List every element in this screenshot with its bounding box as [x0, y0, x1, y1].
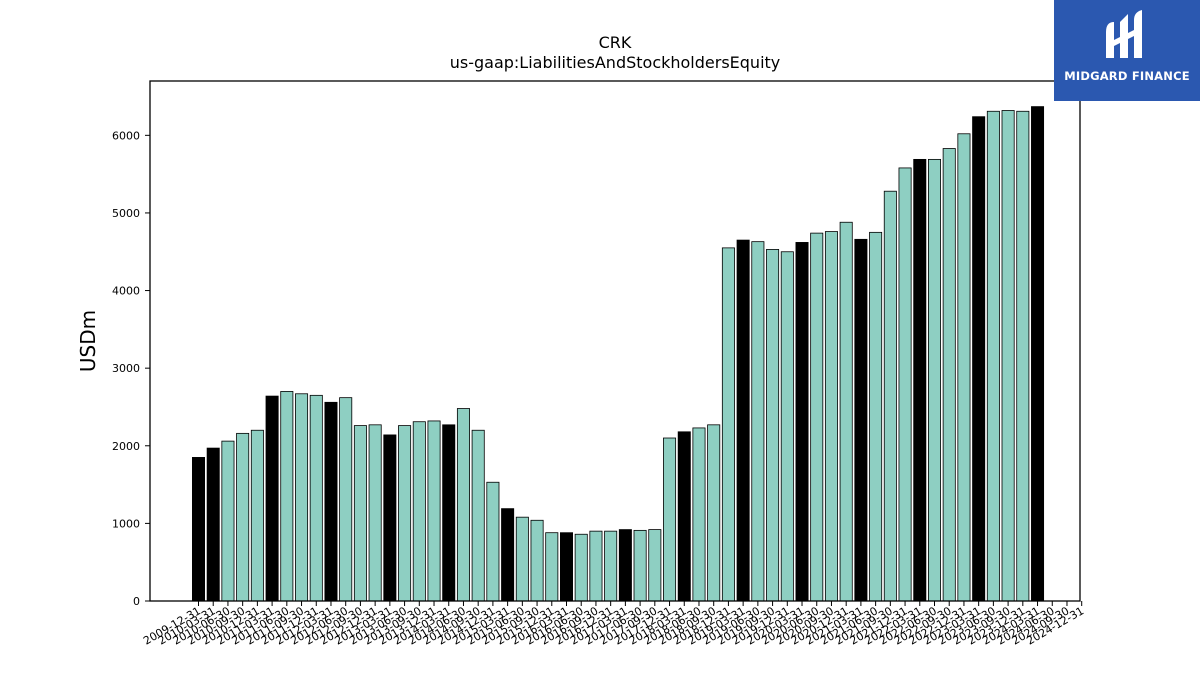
bar-2015-12-31	[545, 532, 559, 602]
bar-2012-09-30	[353, 425, 367, 602]
y-axis-label: USDm	[76, 310, 100, 372]
bar-2010-06-30	[221, 440, 235, 602]
bar-2021-03-31	[854, 238, 868, 602]
bar-2018-09-30	[707, 424, 721, 602]
bar-2017-09-30	[648, 529, 662, 602]
bar-2016-03-31	[560, 532, 574, 602]
bar-2019-09-30	[766, 249, 780, 602]
bar-2013-03-31	[383, 434, 397, 602]
bar-2015-06-30	[515, 516, 529, 602]
bar-2010-03-31	[206, 447, 220, 602]
bar-2012-03-31	[324, 401, 338, 602]
y-tick-label: 2000	[112, 440, 140, 453]
bar-2016-06-30	[574, 533, 588, 602]
bar-2018-03-31	[677, 431, 691, 602]
bar-2017-12-31	[663, 437, 677, 602]
bar-2017-03-31	[618, 529, 632, 602]
bar-2021-06-30	[869, 231, 883, 602]
bar-2024-03-31	[1031, 106, 1045, 602]
bar-2014-06-30	[456, 408, 470, 602]
x-axis-ticks: 2009-12-312010-03-312010-06-302010-09-30…	[141, 601, 1086, 648]
bar-2019-03-31	[736, 239, 750, 602]
bar-2017-06-30	[633, 529, 647, 602]
bar-2020-03-31	[795, 242, 809, 602]
y-axis-ticks: 0 1000 2000 3000 4000 5000 6000	[112, 129, 150, 608]
bar-2022-12-31	[957, 133, 971, 602]
bar-series	[191, 106, 1045, 602]
bar-2018-06-30	[692, 427, 706, 602]
bar-2020-12-31	[839, 221, 853, 602]
y-tick-label: 6000	[112, 129, 140, 142]
bar-2010-09-30	[236, 432, 250, 602]
bar-2015-09-30	[530, 519, 544, 602]
bar-2015-03-31	[501, 508, 515, 602]
bar-2023-09-30	[1001, 110, 1015, 602]
bar-2013-09-30	[412, 421, 426, 602]
bar-2014-12-31	[486, 481, 500, 602]
bar-2011-03-31	[265, 395, 279, 602]
bar-2020-06-30	[810, 232, 824, 602]
bar-2013-06-30	[398, 425, 412, 602]
bar-2013-12-31	[427, 420, 441, 602]
y-tick-label: 3000	[112, 362, 140, 375]
y-tick-label: 5000	[112, 207, 140, 220]
bar-2022-06-30	[928, 158, 942, 602]
bar-2012-12-31	[368, 424, 382, 602]
bar-2014-03-31	[442, 424, 456, 602]
bar-2022-03-31	[913, 158, 927, 602]
bar-2018-12-31	[721, 247, 735, 602]
bar-2011-09-30	[295, 393, 309, 602]
bar-2011-06-30	[280, 391, 294, 602]
bar-2019-06-30	[751, 241, 765, 602]
bar-2011-12-31	[309, 394, 323, 602]
plot-frame	[149, 80, 1081, 602]
bar-2022-09-30	[942, 148, 956, 602]
y-tick-label: 4000	[112, 285, 140, 298]
bar-2010-12-31	[250, 429, 264, 602]
brand-name: MIDGARD FINANCE	[1064, 69, 1190, 83]
bar-2014-09-30	[471, 429, 485, 602]
bar-2016-12-31	[604, 530, 618, 602]
bar-2023-03-31	[972, 116, 986, 602]
bar-2009-12-31	[191, 457, 205, 602]
y-tick-label: 1000	[112, 517, 140, 530]
bar-2023-12-31	[1016, 110, 1030, 602]
bar-2019-12-31	[780, 251, 794, 602]
brand-logo: MIDGARD FINANCE	[1054, 0, 1200, 101]
bar-2020-09-30	[824, 231, 838, 602]
midgard-m-logo-icon	[1106, 10, 1142, 58]
bar-2012-06-30	[339, 397, 353, 602]
chart-subtitle: us-gaap:LiabilitiesAndStockholdersEquity	[450, 53, 781, 72]
bar-2023-06-30	[986, 110, 1000, 602]
y-tick-label: 0	[133, 595, 140, 608]
bar-2021-09-30	[883, 190, 897, 602]
bar-2016-09-30	[589, 530, 603, 602]
bar-2021-12-31	[898, 167, 912, 602]
chart-title: CRK	[599, 33, 632, 52]
